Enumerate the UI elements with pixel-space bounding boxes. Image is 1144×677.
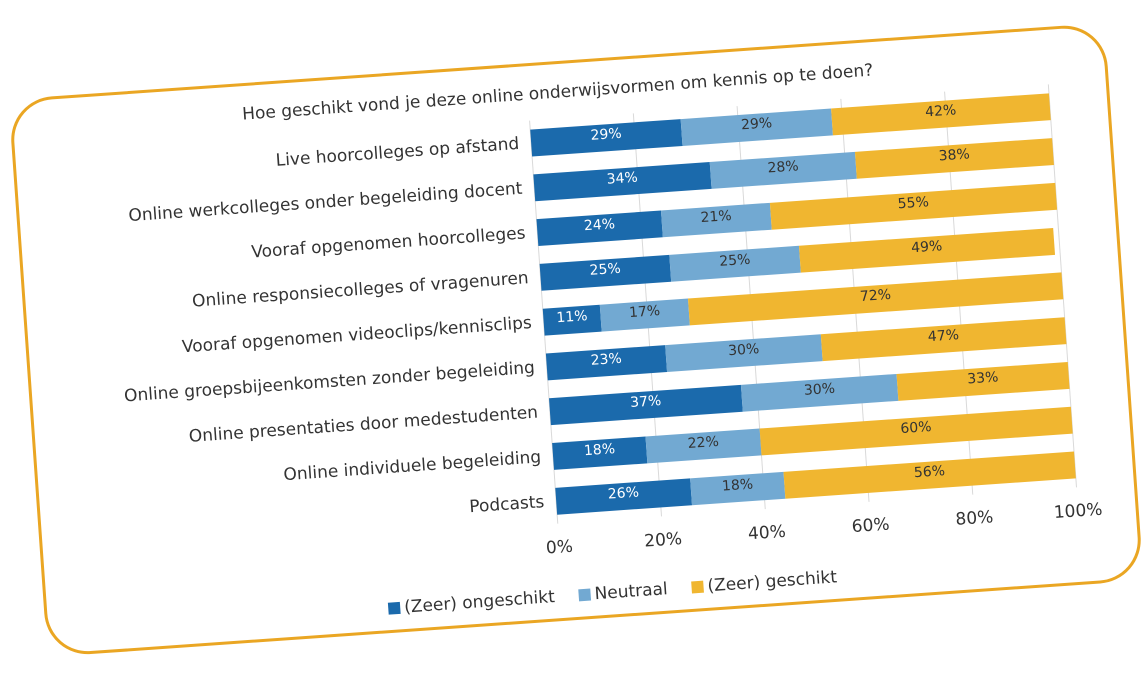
bar-segment [680, 108, 833, 146]
legend-swatch [691, 580, 704, 594]
bar-segment [831, 93, 1051, 136]
value-label: 55% [897, 194, 929, 212]
bar-segment [690, 471, 786, 506]
bar-segment [740, 373, 899, 412]
bar-segment [536, 210, 663, 247]
value-label: 29% [590, 126, 622, 144]
x-tick-label: 40% [747, 522, 786, 545]
value-label: 29% [741, 115, 773, 133]
value-label: 38% [938, 146, 970, 164]
value-label: 34% [606, 170, 638, 188]
value-label: 22% [687, 434, 719, 452]
value-label: 56% [913, 463, 945, 481]
bar-segment [709, 151, 857, 189]
bar-segment [549, 384, 743, 426]
card: Hoe geschikt vond je deze online onderwi… [11, 25, 1141, 655]
bar-segment [660, 202, 772, 238]
legend-swatch [387, 601, 401, 615]
bar-segment [798, 228, 1056, 273]
bar-segment [599, 298, 690, 332]
x-tick-label: 20% [644, 529, 683, 552]
bar-segment [820, 317, 1067, 362]
bar-segment [665, 334, 823, 373]
value-label: 21% [700, 208, 732, 226]
value-label: 11% [556, 308, 588, 326]
value-label: 25% [589, 261, 621, 279]
value-label: 28% [767, 158, 799, 176]
bar-segment [555, 478, 693, 515]
value-label: 37% [630, 393, 662, 411]
value-label: 26% [607, 484, 639, 502]
bar-segment [783, 451, 1076, 499]
bar-segment [533, 162, 712, 202]
bar-segment [542, 304, 602, 336]
x-tick-label: 0% [545, 537, 573, 559]
value-label: 47% [927, 327, 959, 345]
value-label: 18% [721, 477, 753, 495]
value-label: 60% [900, 419, 932, 437]
value-label: 23% [590, 351, 622, 369]
value-label: 18% [583, 441, 615, 459]
value-label: 72% [859, 287, 891, 305]
bar-segment [769, 182, 1058, 230]
value-label: 33% [967, 369, 999, 387]
value-label: 49% [911, 238, 943, 256]
value-label: 25% [719, 252, 751, 270]
bar-segment [687, 272, 1064, 326]
bar-segment [759, 406, 1073, 456]
bar-segment [552, 436, 648, 470]
x-tick-label: 100% [1053, 500, 1103, 523]
value-label: 30% [728, 341, 760, 359]
legend-swatch [578, 588, 592, 602]
value-label: 42% [925, 102, 957, 120]
x-tick-label: 60% [851, 515, 890, 538]
value-label: 17% [629, 303, 661, 321]
x-tick-label: 80% [955, 507, 994, 530]
bar-segment [645, 428, 762, 464]
value-label: 24% [583, 216, 615, 234]
bar-segment [545, 345, 668, 381]
bar-segment [530, 119, 683, 157]
card-border [11, 25, 1141, 655]
bar-segment [896, 361, 1070, 401]
value-label: 30% [803, 381, 835, 399]
bar-segment [669, 245, 801, 282]
bar-segment [854, 138, 1054, 179]
bar-segment [539, 254, 672, 291]
